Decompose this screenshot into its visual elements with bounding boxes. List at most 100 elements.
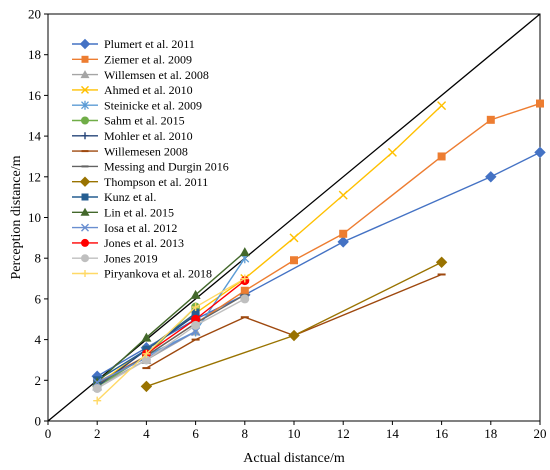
series-4-point-6: [338, 190, 348, 200]
y-tick-label-6: 12: [28, 169, 41, 184]
legend-swatch-marker-7: [81, 132, 89, 140]
x-tick-label-9: 18: [484, 426, 497, 441]
series-12-point-2: [141, 332, 152, 342]
legend-swatch-marker-15: [81, 254, 89, 263]
legend-swatch-marker-3: [80, 70, 90, 79]
legend-item-1: Plumert et al. 2011: [72, 37, 195, 51]
series-2-point-9: [536, 99, 544, 108]
series-4-point-7: [387, 147, 397, 157]
series-1-point-5: [337, 236, 349, 248]
legend-item-7: Mohler et al. 2010: [72, 129, 193, 143]
x-tick-label-1: 2: [94, 426, 101, 441]
x-tick-label-4: 8: [242, 426, 249, 441]
axes: 0 2 4 6 8 10 12 14 16 18 20 0 2 4 6 8 10 12 14 16 18 20: [28, 7, 547, 442]
legend-label-1: Plumert et al. 2011: [104, 37, 195, 51]
legend-item-12: Lin et al. 2015: [72, 206, 174, 220]
legend-item-14: Jones et al. 2013: [72, 236, 184, 250]
x-tick-label-6: 12: [337, 426, 350, 441]
series-10-point-1: [140, 380, 153, 393]
series-16-point-3: [191, 303, 200, 312]
series-16: [93, 274, 249, 405]
legend-label-3: Willemsen et al. 2008: [104, 68, 209, 82]
legend-label-2: Ziemer et al. 2009: [104, 53, 192, 67]
legend-label-13: Iosa et al. 2012: [104, 221, 177, 235]
series-1-point-7: [534, 146, 546, 159]
legend-label-11: Kunz et al.: [104, 190, 156, 204]
legend-label-8: Willemesen 2008: [104, 144, 188, 158]
series-1-point-6: [485, 171, 497, 183]
legend-label-6: Sahm et al. 2015: [104, 114, 185, 128]
y-tick-label-3: 6: [35, 291, 42, 306]
legend-label-14: Jones et al. 2013: [104, 236, 184, 250]
series-14: [141, 276, 250, 359]
series-16-line: [96, 277, 246, 402]
series-15-point-4: [240, 294, 250, 304]
series-10-line: [146, 261, 442, 388]
series-16-point-4: [240, 274, 249, 283]
y-tick-label-8: 16: [28, 88, 42, 103]
series-10-point-2: [288, 329, 300, 342]
y-tick-label-2: 4: [35, 332, 42, 347]
y-tick-label-4: 8: [35, 251, 42, 266]
y-tick-label-5: 10: [28, 210, 41, 225]
x-tick-label-0: 0: [45, 426, 52, 441]
legend-swatch-marker-10: [79, 176, 91, 187]
legend-item-10: Thompson et al. 2011: [72, 175, 208, 189]
legend-swatch-marker-13: [81, 223, 89, 232]
y-tick-label-7: 14: [28, 129, 42, 144]
legend-item-6: Sahm et al. 2015: [72, 114, 185, 128]
series-12-line: [96, 251, 246, 383]
legend-label-5: Steinicke et al. 2009: [104, 98, 202, 112]
legend-swatch-marker-2: [81, 55, 89, 63]
x-axis-label: Actual distance/m: [243, 451, 345, 466]
y-tick-label-0: 0: [35, 414, 42, 429]
legend-item-5: Steinicke et al. 2009: [72, 98, 202, 112]
legend-item-4: Ahmed et al. 2010: [72, 83, 193, 97]
legend-label-7: Mohler et al. 2010: [104, 129, 193, 143]
x-tick-label-3: 6: [192, 426, 199, 441]
legend-item-16: Piryankova et al. 2018: [72, 267, 212, 281]
series-15: [92, 294, 250, 393]
series-2-point-6: [339, 229, 348, 238]
legend-item-2: Ziemer et al. 2009: [72, 53, 192, 67]
legend-label-16: Piryankova et al. 2018: [104, 267, 212, 281]
x-tick-label-5: 10: [288, 426, 301, 441]
series-2-point-4: [240, 286, 249, 295]
series-10: [140, 256, 448, 393]
y-tick-label-1: 2: [35, 373, 42, 388]
series-2-point-5: [290, 256, 298, 265]
legend-item-11: Kunz et al.: [72, 190, 156, 204]
legend-label-10: Thompson et al. 2011: [104, 175, 208, 189]
series-15-point-3: [191, 320, 201, 330]
y-tick-label-9: 18: [28, 47, 41, 62]
legend-label-12: Lin et al. 2015: [104, 206, 174, 220]
series-11-point-3: [191, 309, 200, 318]
x-tick-label-10: 20: [534, 426, 547, 441]
series-8-line: [146, 273, 442, 369]
y-axis-label: Perception distance/m: [9, 155, 24, 279]
series-2-point-7: [437, 152, 446, 161]
series-4-point-5: [289, 233, 299, 243]
legend-item-15: Jones 2019: [72, 251, 158, 265]
legend-swatch-marker-16: [81, 270, 89, 277]
legend-swatch-marker-11: [81, 193, 89, 201]
series-2-point-8: [486, 115, 495, 124]
series-15-point-2: [141, 355, 151, 365]
legend-label-15: Jones 2019: [104, 251, 158, 265]
series-16-point-2: [142, 349, 151, 358]
legend-swatch-marker-5: [81, 100, 89, 110]
legend-item-3: Willemsen et al. 2008: [72, 68, 209, 82]
x-tick-label-2: 4: [143, 426, 150, 441]
legend-swatch-marker-6: [81, 116, 89, 125]
legend-swatch-marker-4: [81, 85, 89, 94]
series-10-point-3: [435, 256, 448, 268]
x-tick-label-8: 16: [435, 426, 449, 441]
series-12-point-3: [190, 289, 201, 299]
legend-swatch-marker-1: [79, 38, 91, 50]
legend-item-8: Willemesen 2008: [72, 144, 188, 158]
y-tick-label-10: 20: [28, 7, 41, 22]
legend-label-4: Ahmed et al. 2010: [104, 83, 193, 97]
legend-swatch-marker-14: [81, 238, 89, 247]
legend-label-9: Messing and Durgin 2016: [104, 160, 229, 174]
